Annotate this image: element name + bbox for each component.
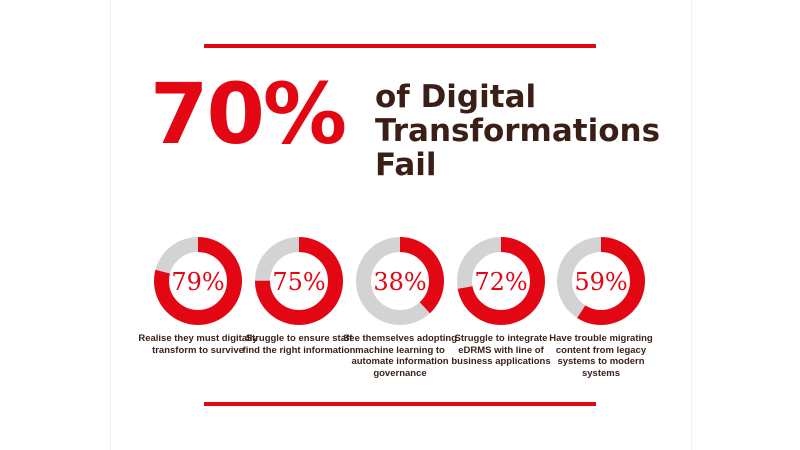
donut-5: 59% (557, 237, 645, 325)
headline-line-2: Transformations (375, 113, 661, 149)
donut-2: 75% (255, 237, 343, 325)
donut-3: 38% (356, 237, 444, 325)
bottom-divider (204, 402, 596, 406)
donut-value-label: 38% (373, 268, 426, 296)
donut-value-arc (457, 237, 545, 325)
donut-value-arc (557, 237, 645, 325)
headline-text: of Digital Transformations Fail (375, 80, 660, 182)
stat-caption-2: Struggle to ensure staff find the right … (242, 333, 356, 356)
donut-value-label: 75% (272, 268, 325, 296)
donut-value-label: 72% (474, 268, 527, 296)
stat-caption-5: Have trouble migrating content from lega… (549, 333, 653, 379)
stat-caption-1: Realise they must digitally transform to… (138, 333, 258, 356)
top-divider (204, 44, 596, 48)
donut-4: 72% (457, 237, 545, 325)
headline-percent: 70% (150, 65, 347, 163)
headline-line-3: Fail (375, 147, 437, 183)
stat-caption-4: Struggle to integrate eDRMS with line of… (451, 333, 551, 367)
headline-line-1: of Digital (375, 79, 537, 115)
donut-value-label: 59% (574, 268, 627, 296)
donut-1: 79% (154, 237, 242, 325)
donut-value-label: 79% (171, 268, 224, 296)
donut-value-arc (356, 237, 444, 325)
donut-value-arc (154, 237, 242, 325)
donut-value-arc (255, 237, 343, 325)
stat-caption-3: See themselves adopting machine learning… (342, 333, 458, 379)
infographic-canvas (110, 0, 692, 450)
